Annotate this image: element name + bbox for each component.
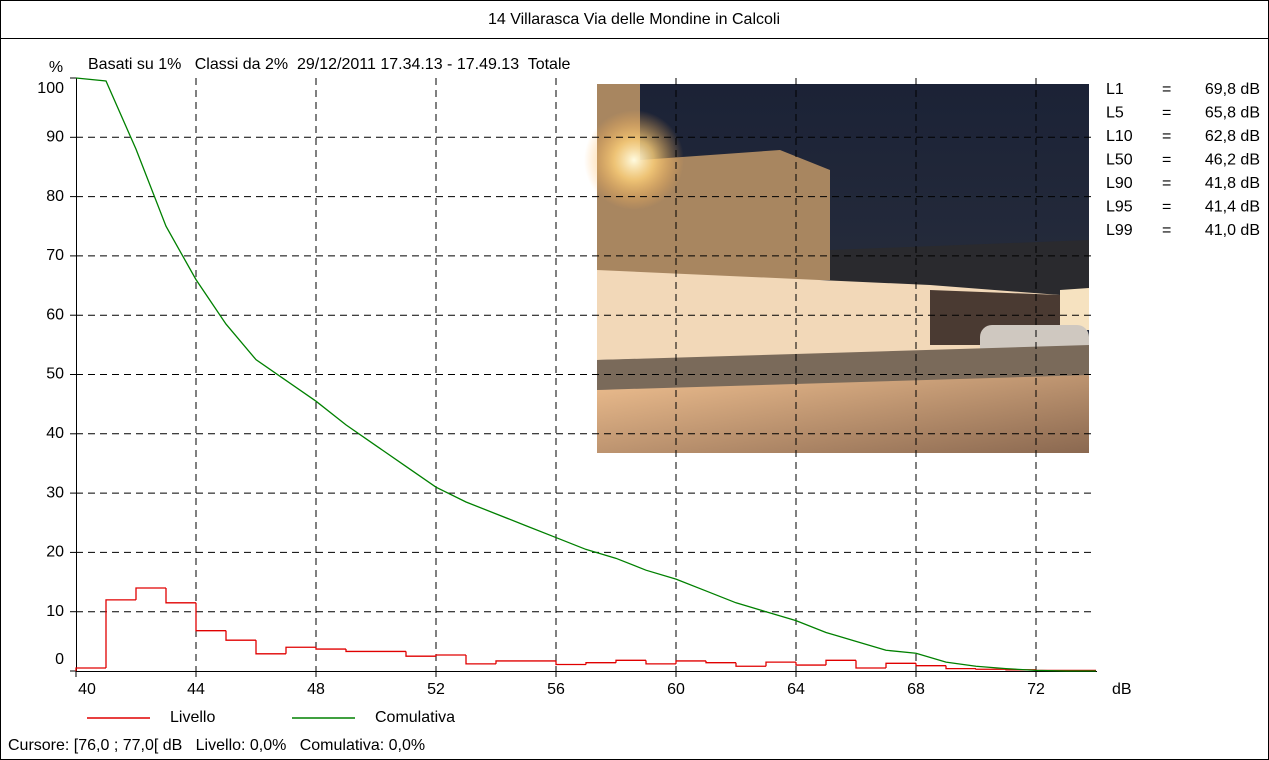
stat-separator: = [1162, 152, 1171, 169]
footer: Cursore: [76,0 ; 77,0[ dB Livello: 0,0% … [8, 737, 425, 754]
y-tick-label: 50 [46, 366, 64, 383]
stat-value: 41,4 dB [1205, 199, 1260, 216]
histogram-step [135, 587, 166, 600]
stat-label: L10 [1106, 128, 1133, 145]
histogram-step [795, 662, 826, 666]
stat-value: 46,2 dB [1205, 152, 1260, 169]
stat-separator: = [1162, 105, 1171, 122]
chart-title: 14 Villarasca Via delle Mondine in Calco… [488, 11, 780, 28]
histogram-step [165, 587, 196, 604]
stat-separator: = [1162, 128, 1171, 145]
stat-separator: = [1162, 222, 1171, 239]
x-tick-label: 72 [1027, 681, 1045, 698]
histogram-step [75, 667, 106, 671]
legend-label: Comulativa [375, 709, 455, 726]
y-axis-label: % [49, 59, 63, 76]
y-tick-label: 40 [46, 425, 64, 442]
histogram-step [465, 654, 496, 665]
histogram-step [645, 660, 676, 665]
histogram-step [555, 660, 586, 666]
histogram-step [345, 649, 376, 653]
y-tick-label: 90 [46, 129, 64, 146]
histogram-step [765, 661, 796, 667]
x-tick-label: 44 [187, 681, 205, 698]
x-axis-label: dB [1112, 681, 1132, 698]
stat-value: 69,8 dB [1205, 81, 1260, 98]
histogram-step [315, 647, 346, 650]
histogram-step [705, 660, 736, 664]
y-tick-label: 30 [46, 484, 64, 501]
x-tick-label: 60 [667, 681, 685, 698]
x-tick-label: 56 [547, 681, 565, 698]
x-tick-label: 48 [307, 681, 325, 698]
stat-label: L50 [1106, 152, 1133, 169]
histogram-step [495, 660, 526, 664]
histogram-step [825, 659, 856, 666]
legend-label: Livello [170, 709, 215, 726]
stat-label: L99 [1106, 222, 1133, 239]
histogram-step [975, 668, 1006, 670]
stat-label: L95 [1106, 199, 1133, 216]
x-tick-label: 68 [907, 681, 925, 698]
histogram-step [675, 660, 706, 664]
histogram-step [855, 660, 886, 669]
histogram-step [435, 654, 466, 657]
stat-value: 41,0 dB [1205, 222, 1260, 239]
histogram-step [255, 640, 286, 655]
y-tick-label: 80 [46, 188, 64, 205]
x-tick-label: 64 [787, 681, 805, 698]
histogram-step [585, 662, 616, 665]
photo [584, 84, 1089, 453]
y-tick-label: 70 [46, 247, 64, 264]
stat-separator: = [1162, 175, 1171, 192]
histogram-step [915, 663, 946, 667]
histogram-step [945, 665, 976, 670]
histogram-step [405, 651, 436, 657]
stat-value: 65,8 dB [1205, 105, 1260, 122]
y-tick-label: 0 [55, 651, 64, 668]
stat-label: L1 [1106, 81, 1124, 98]
histogram-step [735, 662, 766, 667]
x-tick-label: 52 [427, 681, 445, 698]
histogram-step [615, 659, 646, 663]
y-tick-label: 100 [37, 80, 64, 97]
cumulative-line [75, 77, 1096, 672]
histogram-step [285, 646, 316, 654]
stat-label: L5 [1106, 105, 1124, 122]
y-tick-label: 10 [46, 603, 64, 620]
stat-separator: = [1162, 199, 1171, 216]
y-tick-label: 60 [46, 306, 64, 323]
histogram-step [105, 599, 136, 669]
y-tick-label: 20 [46, 544, 64, 561]
stat-label: L90 [1106, 175, 1133, 192]
histogram-step [195, 602, 226, 632]
stat-value: 41,8 dB [1205, 175, 1260, 192]
chart-subtitle: Basati su 1% Classi da 2% 29/12/2011 17.… [88, 56, 571, 73]
x-tick-label: 40 [78, 681, 96, 698]
stat-value: 62,8 dB [1205, 128, 1260, 145]
stat-separator: = [1162, 81, 1171, 98]
histogram-step [885, 662, 916, 669]
histogram-step [225, 630, 256, 641]
